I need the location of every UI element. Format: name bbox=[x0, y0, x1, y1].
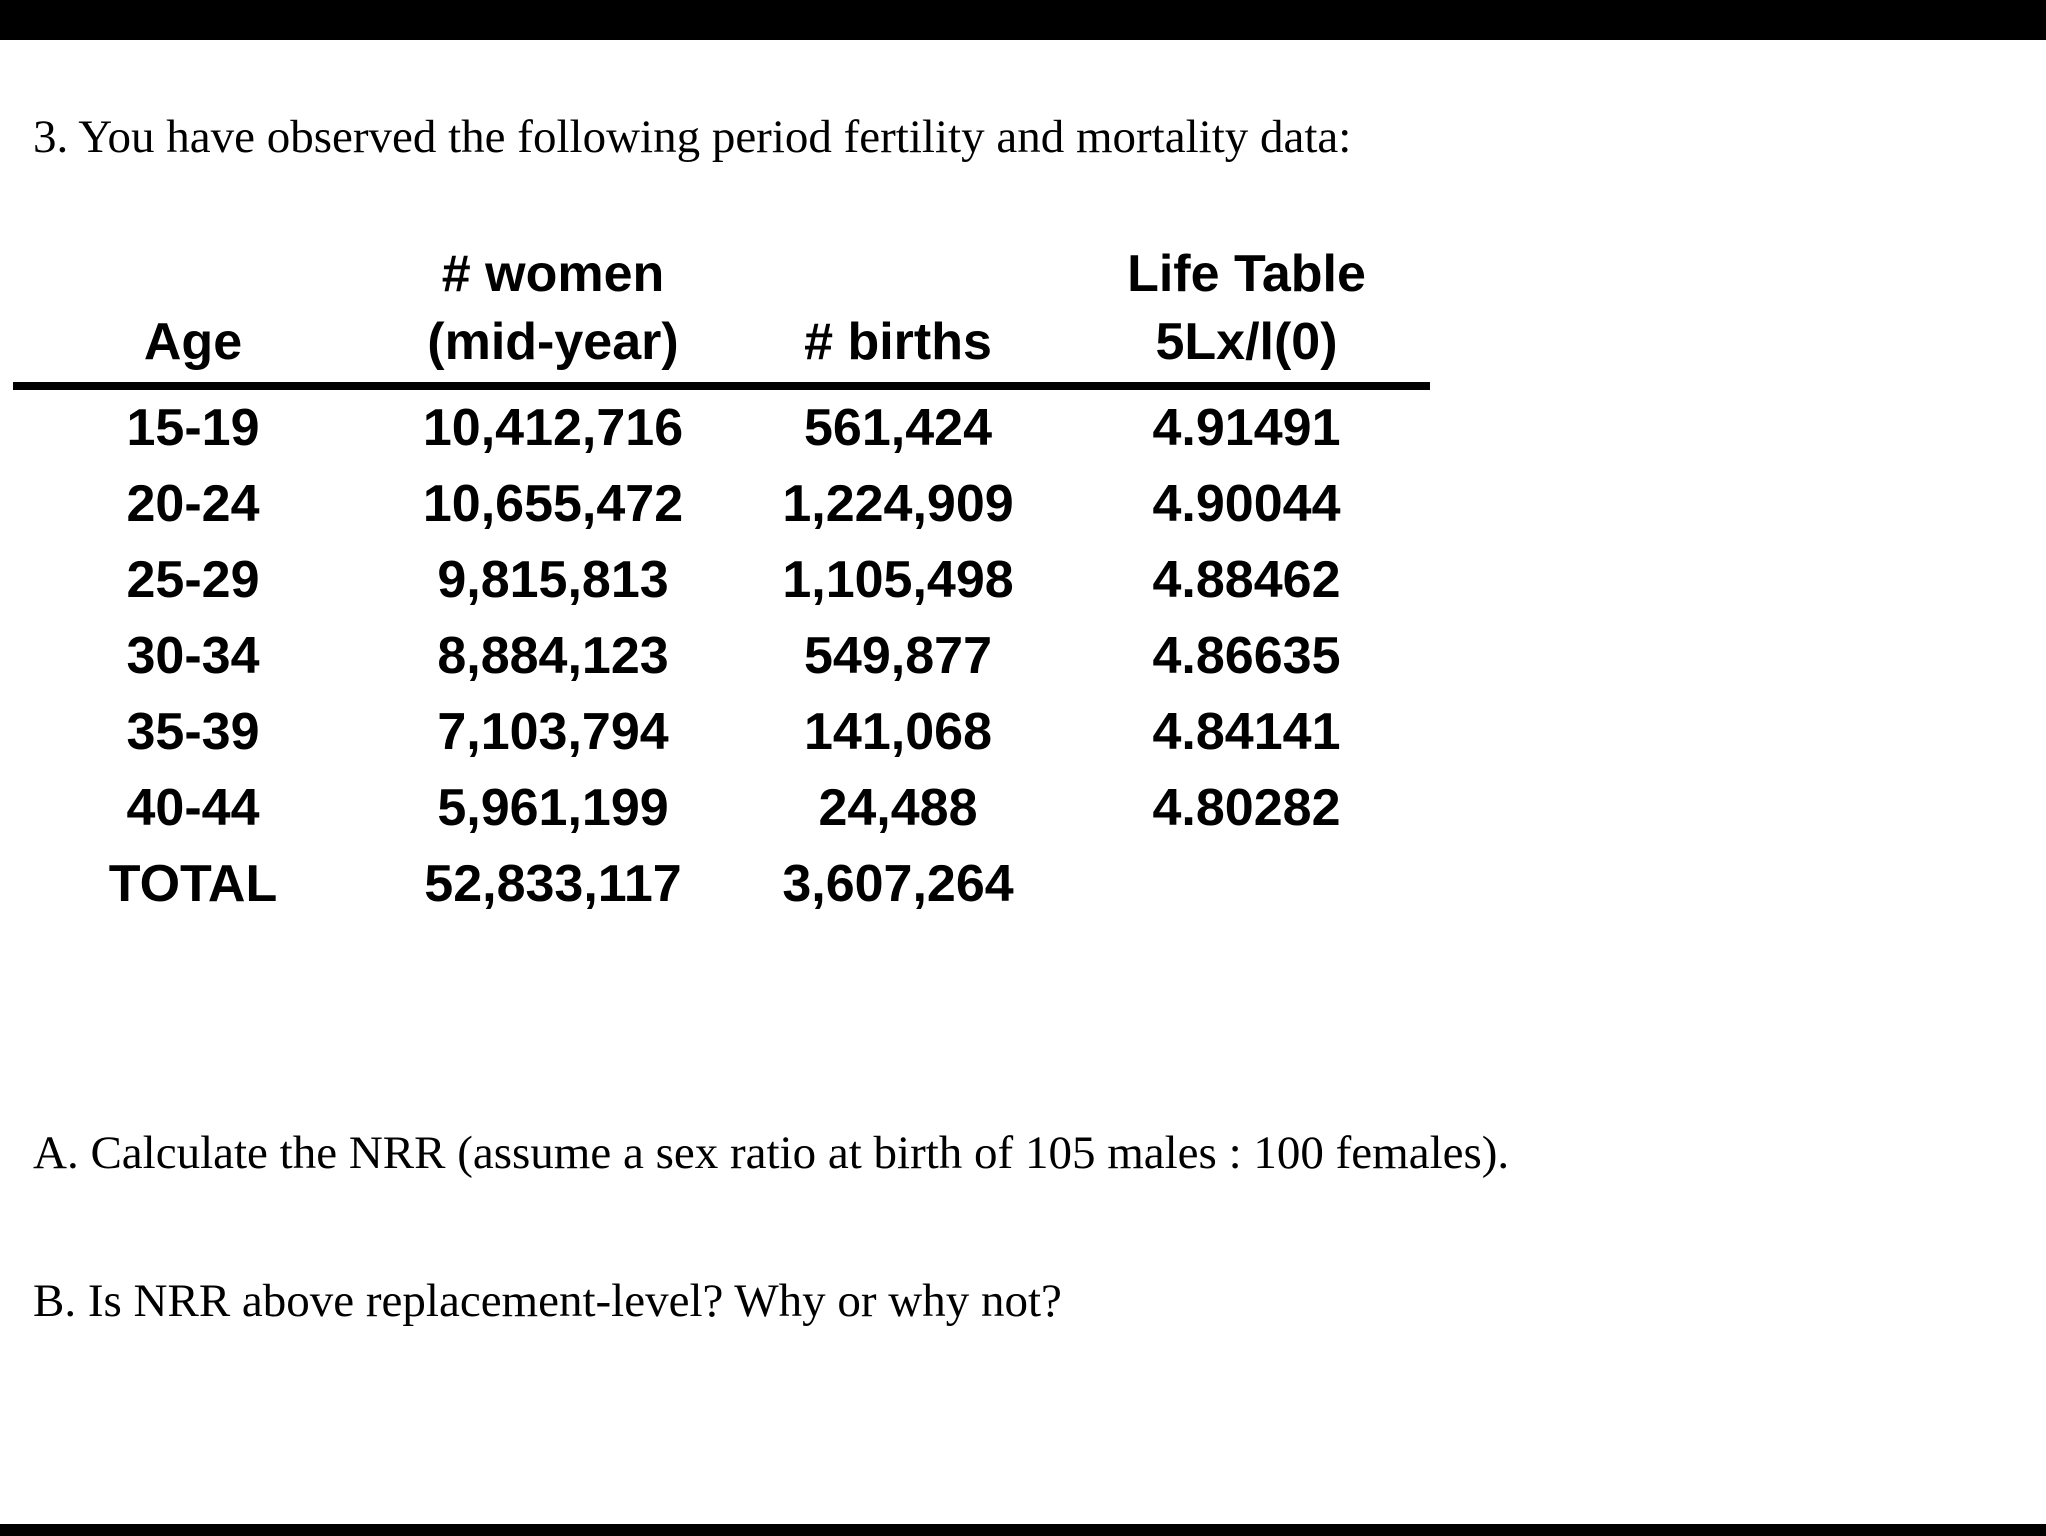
header-births: # births bbox=[733, 240, 1063, 390]
age-cell: TOTAL bbox=[108, 855, 278, 913]
header-women-line2: (mid-year) bbox=[427, 313, 679, 371]
question-b: B. Is NRR above replacement-level? Why o… bbox=[33, 1275, 1062, 1327]
bottom-black-bar bbox=[0, 1524, 2046, 1536]
women-cell: 7,103,794 bbox=[437, 703, 669, 761]
table-row: 15-19 10,412,716 561,424 4.91491 bbox=[13, 386, 1430, 466]
age-cell: 15-19 bbox=[126, 399, 260, 457]
women-cell: 52,833,117 bbox=[424, 855, 682, 913]
women-cell: 8,884,123 bbox=[437, 627, 669, 685]
age-cell: 20-24 bbox=[126, 475, 260, 533]
lx-cell: 4.91491 bbox=[1152, 399, 1341, 457]
births-cell: 1,105,498 bbox=[782, 551, 1014, 609]
age-cell: 30-34 bbox=[126, 627, 260, 685]
births-cell: 24,488 bbox=[818, 779, 978, 837]
lx-cell: 4.86635 bbox=[1152, 627, 1341, 685]
age-cell: 35-39 bbox=[126, 703, 260, 761]
header-life-line2: 5Lx/l(0) bbox=[1155, 313, 1338, 371]
age-cell: 25-29 bbox=[126, 551, 260, 609]
lx-cell: 4.80282 bbox=[1152, 779, 1341, 837]
header-age-label: Age bbox=[143, 313, 243, 371]
header-life-table: Life Table 5Lx/l(0) bbox=[1063, 240, 1430, 390]
table-total-row: TOTAL 52,833,117 3,607,264 bbox=[13, 846, 1430, 922]
header-life-line1: Life Table bbox=[1127, 245, 1366, 303]
fertility-mortality-table: Age # women (mid-year) # births Life Tab… bbox=[13, 240, 1430, 922]
table-row: 35-39 7,103,794 141,068 4.84141 bbox=[13, 694, 1430, 770]
table-header-row: Age # women (mid-year) # births Life Tab… bbox=[13, 240, 1430, 390]
age-cell: 40-44 bbox=[126, 779, 260, 837]
table-row: 20-24 10,655,472 1,224,909 4.90044 bbox=[13, 466, 1430, 542]
births-cell: 549,877 bbox=[804, 627, 992, 685]
question-a: A. Calculate the NRR (assume a sex ratio… bbox=[33, 1127, 1510, 1179]
women-cell: 5,961,199 bbox=[437, 779, 669, 837]
header-age: Age bbox=[13, 240, 373, 390]
table-row: 40-44 5,961,199 24,488 4.80282 bbox=[13, 770, 1430, 846]
births-cell: 141,068 bbox=[804, 703, 992, 761]
lx-cell: 4.90044 bbox=[1152, 475, 1341, 533]
question-title: 3. You have observed the following perio… bbox=[33, 111, 1352, 163]
births-cell: 1,224,909 bbox=[782, 475, 1014, 533]
header-women-line1: # women bbox=[441, 245, 665, 303]
lx-cell: 4.88462 bbox=[1152, 551, 1341, 609]
lx-cell: 4.84141 bbox=[1152, 703, 1341, 761]
header-women: # women (mid-year) bbox=[373, 240, 733, 390]
women-cell: 10,412,716 bbox=[422, 399, 684, 457]
table-row: 30-34 8,884,123 549,877 4.86635 bbox=[13, 618, 1430, 694]
women-cell: 9,815,813 bbox=[437, 551, 669, 609]
births-cell: 561,424 bbox=[804, 399, 992, 457]
lx-cell bbox=[1063, 846, 1430, 922]
table-row: 25-29 9,815,813 1,105,498 4.88462 bbox=[13, 542, 1430, 618]
women-cell: 10,655,472 bbox=[422, 475, 684, 533]
top-black-bar bbox=[0, 0, 2046, 40]
header-births-label: # births bbox=[804, 313, 992, 371]
births-cell: 3,607,264 bbox=[782, 855, 1014, 913]
